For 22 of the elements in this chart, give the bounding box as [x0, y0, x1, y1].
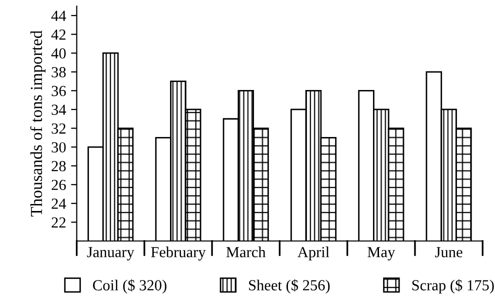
legend-label: Sheet ($ 256)	[249, 279, 330, 294]
y-tick-label: 42	[51, 30, 66, 40]
legend-label: Scrap ($ 175)	[412, 279, 494, 294]
y-tick-label: 30	[52, 142, 66, 153]
x-tick-label: February	[151, 246, 206, 260]
x-tick-label: March	[226, 246, 266, 258]
x-tick-label: April	[298, 246, 330, 260]
y-tick-label: 34	[52, 104, 66, 115]
x-tick-label: May	[368, 247, 396, 260]
y-tick-label: 44	[51, 10, 66, 21]
y-tick-label: 24	[52, 198, 66, 209]
y-tick-label: 40	[51, 48, 66, 59]
y-tick-label: 32	[52, 123, 66, 134]
y-axis-title: Thousands of tons imported	[30, 30, 46, 217]
legend-label: Coil ($ 320)	[93, 279, 166, 294]
x-tick-label: January	[87, 247, 134, 260]
x-tick-label: June	[435, 247, 462, 258]
y-tick-label: 38	[52, 67, 66, 78]
y-tick-label: 22	[52, 217, 66, 228]
y-tick-label: 26	[52, 180, 66, 190]
y-tick-label: 28	[52, 160, 66, 172]
y-tick-label: 36	[52, 86, 66, 96]
